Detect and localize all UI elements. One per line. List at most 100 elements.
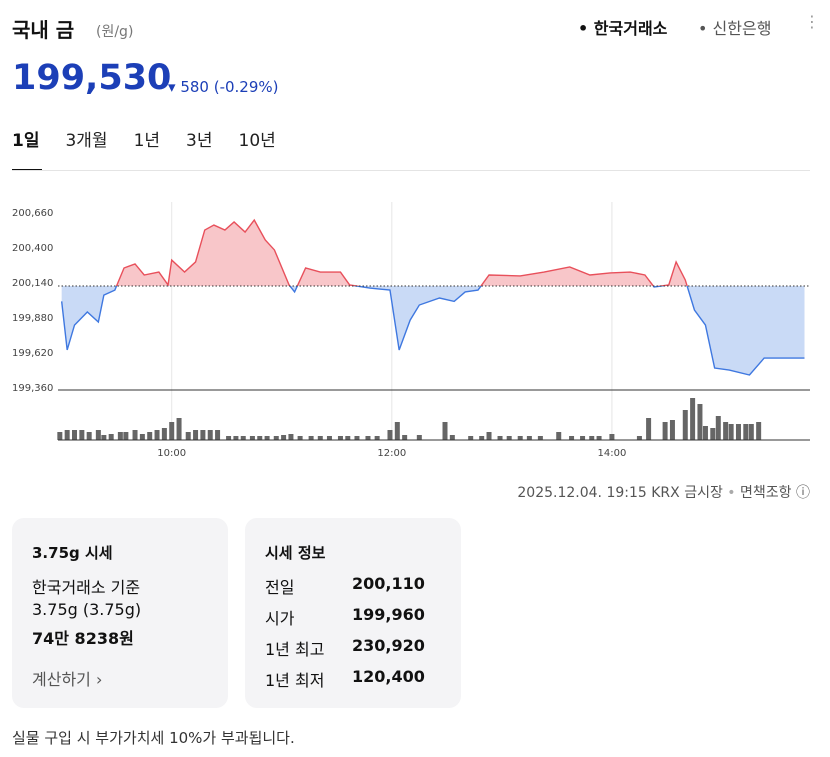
volume-bar	[207, 430, 213, 440]
volume-bar	[697, 404, 703, 440]
volume-bar	[215, 430, 221, 440]
volume-bar	[226, 436, 232, 440]
volume-bar	[326, 436, 332, 440]
volume-bar	[756, 422, 762, 440]
volume-bar	[497, 436, 503, 440]
volume-bar	[249, 436, 255, 440]
volume-bar	[374, 436, 380, 440]
disclaimer[interactable]: 면책조항	[740, 485, 792, 501]
row-label: 시가	[265, 609, 295, 628]
unit: (원/g)	[96, 24, 134, 40]
source-tab[interactable]: • 신한은행	[698, 19, 772, 38]
volume-bar	[669, 420, 675, 440]
x-tick-label: 10:00	[157, 448, 186, 459]
volume-bar	[240, 436, 246, 440]
volume-bar	[394, 422, 400, 440]
volume-bar	[537, 436, 543, 440]
calc-link[interactable]: 계산하기 ›	[32, 670, 103, 689]
card: 3.75g 시세 한국거래소 기준 3.75g (3.75g) 74만 8238…	[12, 518, 228, 708]
volume-bar	[748, 424, 754, 440]
volume-bar	[139, 434, 145, 440]
card-text: 3.75g (3.75g)	[32, 600, 142, 619]
volume-bar	[636, 436, 642, 440]
source-label: 한국거래소	[593, 19, 668, 38]
volume-bar	[117, 432, 123, 440]
volume-bar	[185, 432, 191, 440]
volume-bar	[723, 422, 729, 440]
x-tick-label: 12:00	[377, 448, 406, 459]
change-pct: (-0.29%)	[213, 78, 279, 96]
volume-bar	[449, 435, 455, 440]
volume-bar	[646, 418, 652, 440]
card-title: 시세 정보	[265, 544, 326, 562]
period-tab[interactable]: 3개월	[65, 131, 108, 151]
volume-bar	[101, 435, 107, 440]
volume-bar	[108, 434, 114, 440]
volume-bar	[486, 432, 492, 440]
source-tab[interactable]: • 한국거래소	[578, 19, 668, 38]
volume-bar	[345, 436, 351, 440]
card-text: 한국거래소 기준	[32, 578, 141, 597]
period-tab[interactable]: 1년	[133, 131, 161, 151]
volume-bar	[517, 436, 523, 440]
volume-bar	[273, 436, 279, 440]
row-value: 199,960	[352, 605, 425, 624]
row-value: 200,110	[352, 574, 425, 593]
y-tick-label: 200,400	[12, 243, 53, 254]
area-up	[116, 220, 688, 287]
volume-bar	[526, 436, 532, 440]
volume-bar	[64, 430, 70, 440]
volume-bar	[233, 436, 239, 440]
volume-bar	[123, 432, 129, 440]
row-label: 1년 최저	[265, 671, 325, 690]
volume-bar	[193, 430, 199, 440]
current-price: 199,530	[12, 58, 172, 98]
y-tick-label: 199,620	[12, 348, 53, 359]
volume-bar	[154, 430, 160, 440]
period-tab[interactable]: 3년	[186, 131, 213, 151]
volume-bar	[79, 430, 85, 440]
link-label: 계산하기	[32, 670, 91, 689]
volume-bar	[288, 434, 294, 440]
y-tick-label: 200,140	[12, 278, 53, 289]
volume-bar	[728, 424, 734, 440]
volume-bar	[132, 430, 138, 440]
volume-bar	[596, 436, 602, 440]
volume-bar	[609, 434, 615, 440]
volume-bar	[682, 410, 688, 440]
price-change: ▾ 580 (-0.29%)	[168, 78, 279, 96]
x-tick-label: 14:00	[597, 448, 626, 459]
row-value: 230,920	[352, 636, 425, 655]
volume-bar	[702, 426, 708, 440]
card: 시세 정보 전일 200,110 시가 199,960 1년 최고 230,920 1년 최…	[245, 518, 461, 708]
volume-bar	[365, 436, 371, 440]
volume-bar	[200, 430, 206, 440]
volume-bar	[569, 436, 575, 440]
y-tick-label: 199,880	[12, 313, 53, 324]
volume-bar	[580, 436, 586, 440]
timestamp: 2025.12.04. 19:15 KRX 금시장	[517, 485, 723, 501]
volume-bar	[479, 436, 485, 440]
volume-bar	[95, 430, 101, 440]
card-amount: 74만 8238원	[32, 629, 134, 648]
volume-bar	[589, 436, 595, 440]
volume-bar	[402, 435, 408, 440]
footnote: 2025.12.04. 19:15 KRX 금시장 • 면책조항 ⓘ	[517, 485, 810, 501]
volume-bar	[147, 432, 153, 440]
period-tab[interactable]: 10년	[238, 131, 276, 151]
volume-bar	[257, 436, 263, 440]
row-label: 1년 최고	[265, 640, 325, 659]
volume-bar	[743, 424, 749, 440]
row-value: 120,400	[352, 667, 425, 686]
change: 580	[180, 78, 209, 96]
divider	[12, 170, 810, 171]
y-tick-label: 200,660	[12, 208, 53, 219]
volume-bar	[317, 436, 323, 440]
title: 국내 금	[12, 18, 75, 42]
area-down	[61, 286, 805, 376]
volume-bar	[662, 422, 668, 440]
card-title: 3.75g 시세	[32, 544, 113, 562]
period-tab[interactable]: 1일	[12, 131, 40, 151]
volume-bar	[86, 432, 92, 440]
more-button[interactable]: ⋮	[804, 12, 820, 31]
